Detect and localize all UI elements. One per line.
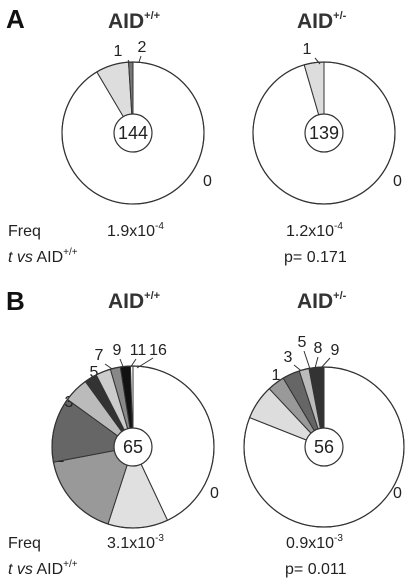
leader-line-8 [314,356,319,369]
leader-line-1 [314,57,321,65]
slice-label-3: 3 [65,394,74,411]
slice-label-9: 9 [331,342,340,359]
panel-b-letter: B [6,286,25,316]
pie-b-aid-wt: 0123579111665 [51,342,219,529]
slice-label-16: 16 [149,342,167,359]
slice-label-5: 5 [90,364,99,381]
pie-outline [243,366,405,528]
slice-label-0: 0 [393,173,402,190]
leader-line-5 [303,350,311,370]
slice-label-1: 1 [303,41,312,58]
pie-center-hole [113,113,153,153]
slice-label-1: 1 [272,367,281,384]
slice-label-0: 0 [393,485,402,502]
pie-center-hole [113,427,153,467]
pie-center-count: 56 [314,437,334,457]
pie-outline [61,61,205,205]
panel-b-left-freq: 3.1x10-3 [107,533,164,552]
slice-label-8: 8 [314,340,323,357]
panel-b-t-label: t vs AID+/+ [8,559,78,578]
panel-a-right-freq: 1.2x10-4 [286,221,343,240]
slice-label-0: 0 [203,173,212,190]
panel-a-pvalue: p= 0.171 [284,249,347,266]
pie-outline [51,365,215,529]
pie-a-aid-wt: 0 1 2 144 [61,39,212,205]
panel-a-right-genotype: AID+/- [297,10,347,33]
slice-label-2: 2 [138,39,147,56]
panel-b-right-genotype: AID+/- [297,290,347,313]
pie-center-count: 144 [118,123,148,143]
panel-b-freq-label: Freq [8,535,41,552]
pie-center-count: 139 [309,123,339,143]
panel-b-left-genotype: AID+/+ [108,290,160,313]
panel-a-freq-label: Freq [8,223,41,240]
slice-label-7: 7 [95,347,104,364]
pie-center-hole [304,427,344,467]
panel-a-t-label: t vs AID+/+ [8,247,78,266]
slice-label-0: 0 [210,485,219,502]
leader-line-2 [138,55,142,63]
pie-outline [252,61,396,205]
slice-label-3: 3 [284,349,293,366]
slice-label-5: 5 [298,334,307,351]
slice-label-11: 11 [130,342,147,359]
leader-line-9 [320,357,331,369]
panel-b-right-freq: 0.9x10-3 [286,533,343,552]
slice-label-1: 1 [114,43,123,60]
pie-b-aid-het: 0 135 8 9 56 [243,334,405,528]
panel-a-left-freq: 1.9x10-4 [107,221,164,240]
pie-center-hole [304,113,344,153]
panel-b-pvalue: p= 0.011 [285,561,347,578]
slice-label-9: 9 [113,342,122,359]
panel-a-left-genotype: AID+/+ [108,10,160,33]
pie-a-aid-het: 0 1 139 [252,41,402,205]
panel-a-letter: A [6,4,25,34]
pie-center-count: 65 [123,437,143,457]
